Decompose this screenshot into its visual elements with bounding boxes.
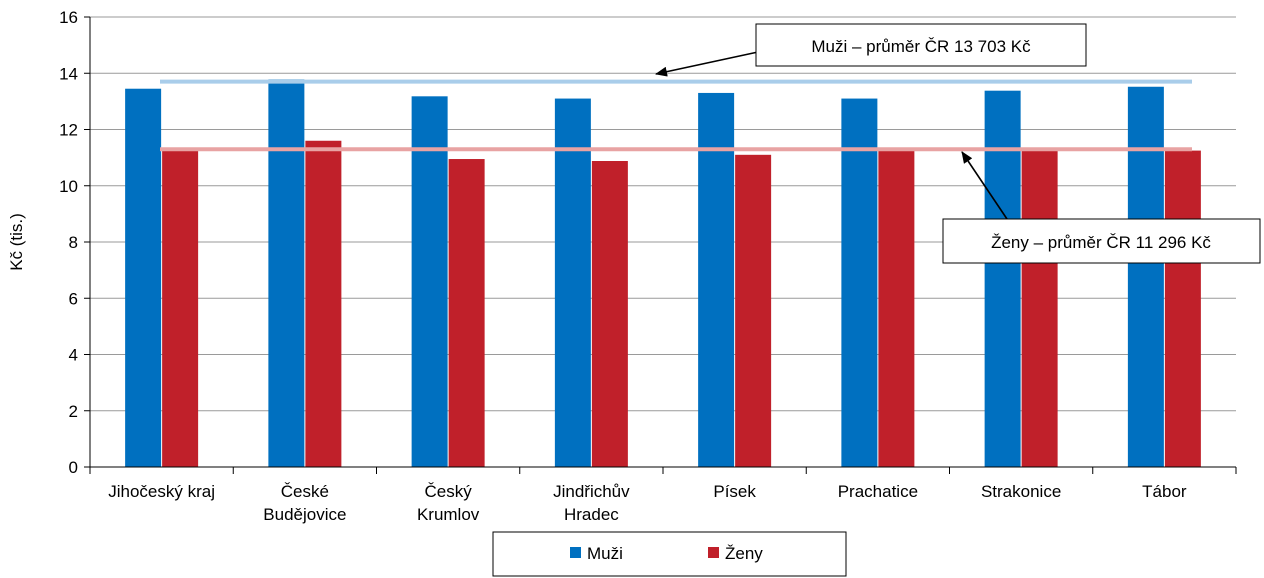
- gridlines: [90, 16, 1236, 412]
- x-category-label: České Budějovice: [263, 482, 346, 524]
- y-tick-labels: 0 2 4 6 8 10 12 14 16: [59, 8, 90, 477]
- callout-label: Muži – průměr ČR 13 703 Kč: [811, 37, 1031, 56]
- y-axis-label: Kč (tis.): [7, 213, 26, 271]
- y-tick-label: 8: [69, 233, 78, 252]
- callout-label: Ženy – průměr ČR 11 296 Kč: [991, 233, 1211, 252]
- bar-muzi: [984, 90, 1021, 467]
- x-category-label: Český Krumlov: [417, 482, 480, 524]
- x-category-label: Jihočeský kraj: [108, 482, 215, 501]
- x-category-label: Tábor: [1142, 482, 1187, 501]
- callout-box: [755, 23, 1087, 67]
- bar-zeny: [735, 154, 772, 467]
- bars: [125, 79, 1201, 467]
- bar-muzi: [411, 96, 448, 467]
- bar-muzi: [125, 88, 162, 467]
- y-tick-label: 12: [59, 121, 78, 140]
- y-tick-label: 2: [69, 402, 78, 421]
- x-category-label: Jindřichův Hradec: [553, 482, 630, 524]
- bar-zeny: [1164, 150, 1201, 467]
- x-category-label: Písek: [713, 482, 756, 501]
- bar-muzi: [268, 79, 305, 467]
- bar-zeny: [162, 149, 199, 467]
- legend-swatch: [708, 547, 719, 558]
- bar-muzi: [554, 98, 591, 467]
- y-tick-label: 6: [69, 289, 78, 308]
- x-category-label: Prachatice: [838, 482, 918, 501]
- reference-lines: [160, 79, 1192, 152]
- y-tick-label: 14: [59, 64, 78, 83]
- y-tick-label: 0: [69, 458, 78, 477]
- bar-muzi: [841, 98, 878, 467]
- callout-arrow: [655, 51, 759, 77]
- legend-box: [492, 531, 847, 577]
- y-tick-label: 16: [59, 8, 78, 27]
- y-tick-label: 10: [59, 177, 78, 196]
- legend-label: Muži: [587, 544, 623, 563]
- bar-muzi: [1127, 86, 1164, 467]
- y-tick-label: 4: [69, 346, 78, 365]
- x-category-label: Strakonice: [981, 482, 1061, 501]
- bar-zeny: [305, 140, 342, 467]
- bar-zeny: [1021, 149, 1058, 467]
- legend-swatch: [570, 547, 581, 558]
- callout-arrow: [961, 151, 1008, 220]
- legend-label: Ženy: [725, 544, 763, 563]
- callout-box: [942, 218, 1261, 264]
- x-category-labels: Jihočeský kraj České Budějovice Český Krumlo…: [108, 482, 1187, 524]
- legend: Muži Ženy: [492, 531, 847, 577]
- bar-zeny: [878, 149, 915, 467]
- bar-muzi: [698, 92, 735, 467]
- callouts: Muži – průměr ČR 13 703 Kč Ženy – průměr …: [655, 23, 1261, 264]
- bar-zeny: [591, 161, 628, 467]
- bar-zeny: [448, 159, 485, 467]
